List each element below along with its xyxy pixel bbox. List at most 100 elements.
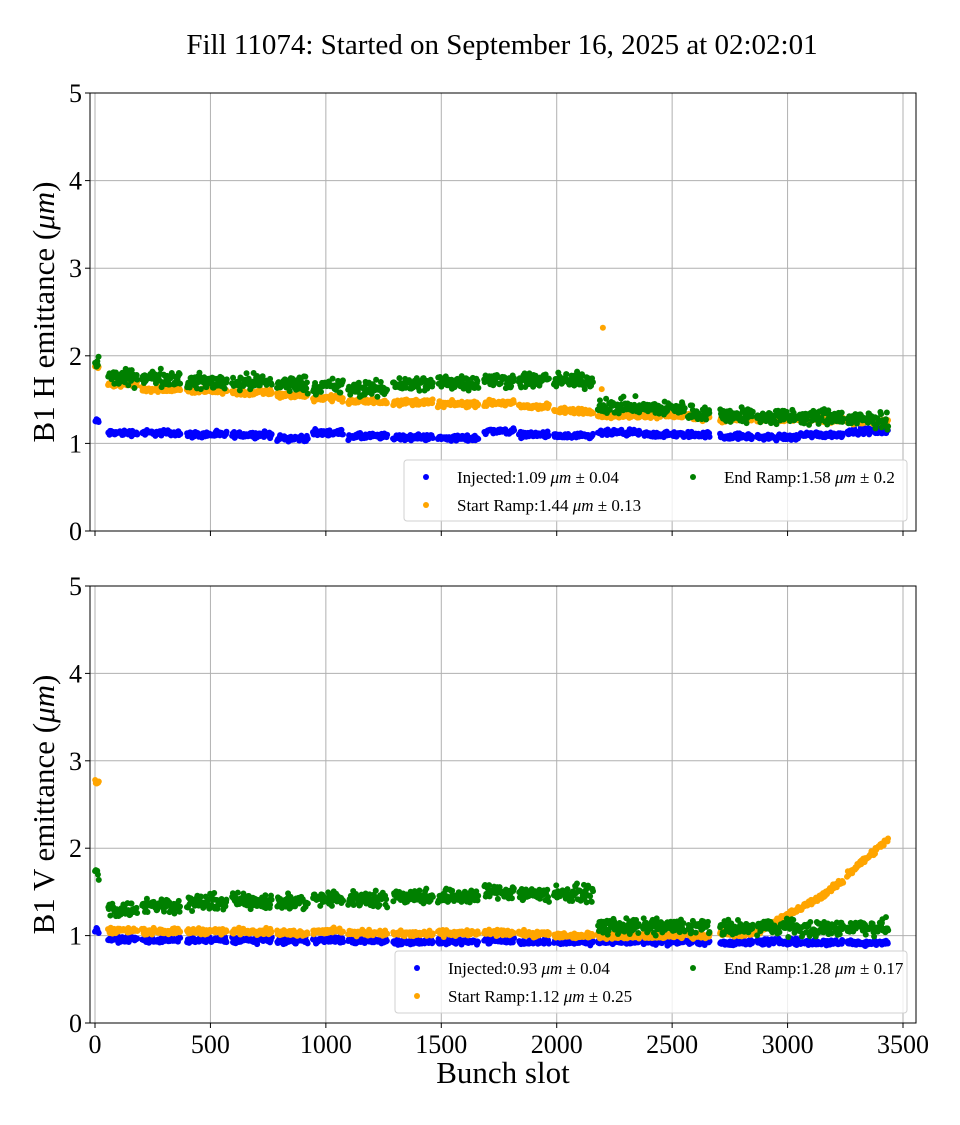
end-ramp-point	[416, 388, 422, 394]
end-ramp-point	[224, 376, 230, 382]
end-ramp-point	[244, 370, 250, 376]
scatter-points	[92, 777, 891, 949]
injected-point	[430, 939, 436, 945]
injected-point	[305, 436, 311, 442]
start-ramp-point	[384, 400, 390, 406]
end-ramp-point	[302, 374, 308, 380]
x-tick-label: 2500	[646, 1030, 698, 1059]
injected-point	[511, 427, 517, 433]
y-axis-label: B1 V emittance (μm)	[26, 675, 61, 935]
end-ramp-point	[475, 385, 481, 391]
end-ramp-point	[384, 387, 390, 393]
end-ramp-point	[839, 410, 845, 416]
x-tick-label: 1000	[300, 1030, 352, 1059]
legend-label: End Ramp:1.58 μm ± 0.2	[724, 468, 895, 487]
injected-point	[177, 935, 183, 941]
end-ramp-point	[750, 409, 756, 415]
y-tick-label: 1	[69, 922, 82, 951]
end-ramp-point	[305, 391, 311, 397]
injected-point	[707, 434, 713, 440]
legend-label: Injected:1.09 μm ± 0.04	[457, 468, 619, 487]
y-tick-label: 3	[69, 747, 82, 776]
injected-point	[223, 939, 229, 945]
end-ramp-point	[511, 375, 517, 381]
legend: Injected:1.09 μm ± 0.04 End Ramp:1.58 μm …	[404, 460, 907, 521]
injected-point	[340, 939, 346, 945]
end-ramp-point	[374, 394, 380, 400]
end-ramp-point	[430, 380, 436, 386]
x-tick-label: 3000	[762, 1030, 814, 1059]
injected-point	[340, 431, 346, 437]
end-ramp-point	[878, 411, 884, 417]
y-tick-label: 4	[69, 167, 82, 196]
y-tick-label: 4	[69, 659, 82, 688]
end-ramp-point	[177, 371, 183, 377]
start-ramp-point	[600, 325, 606, 331]
start-ramp-point	[546, 402, 552, 408]
chart-title: Fill 11074: Started on September 16, 202…	[186, 29, 817, 61]
y-tick-label: 2	[69, 834, 82, 863]
end-ramp-point	[706, 410, 712, 416]
end-ramp-point	[287, 388, 293, 394]
start-ramp-point	[177, 387, 183, 393]
end-ramp-point	[304, 379, 310, 385]
end-ramp-point	[222, 386, 228, 392]
injected-point	[475, 939, 481, 945]
end-ramp-point	[95, 362, 101, 368]
start-ramp-point	[384, 931, 390, 937]
injected-point	[384, 432, 390, 438]
injected-point	[177, 431, 183, 437]
end-ramp-point	[177, 381, 183, 387]
scatter-points	[92, 325, 891, 445]
end-ramp-point	[597, 397, 603, 403]
end-ramp-point	[330, 376, 336, 382]
start-ramp-point	[546, 930, 552, 936]
start-ramp-point	[268, 389, 274, 395]
injected-point	[305, 940, 311, 946]
end-ramp-point	[269, 382, 275, 388]
injected-point	[96, 930, 102, 936]
x-tick-label: 3500	[877, 1030, 929, 1059]
start-ramp-point	[599, 386, 605, 392]
end-ramp-point	[883, 416, 889, 422]
end-ramp-point	[474, 378, 480, 384]
start-ramp-point	[340, 395, 346, 401]
y-tick-label: 5	[69, 79, 82, 108]
end-ramp-point	[590, 379, 596, 385]
injected-point	[96, 419, 102, 425]
end-ramp-point	[318, 389, 324, 395]
injected-point	[430, 435, 436, 441]
y-tick-label: 1	[69, 429, 82, 458]
start-ramp-point	[340, 929, 346, 935]
legend-label: Start Ramp:1.44 μm ± 0.13	[457, 496, 641, 515]
x-tick-label: 500	[191, 1030, 230, 1059]
start-ramp-point	[177, 929, 183, 935]
y-tick-label: 0	[69, 1009, 82, 1038]
y-axis-label: B1 H emittance (μm)	[26, 182, 61, 443]
end-ramp-point	[885, 423, 891, 429]
injected-point	[475, 436, 481, 442]
injected-point	[885, 940, 891, 946]
start-ramp-point	[305, 931, 311, 937]
end-ramp-point	[546, 376, 552, 382]
start-ramp-point	[96, 779, 102, 785]
end-ramp-point	[564, 371, 570, 377]
end-ramp-point	[158, 366, 164, 372]
start-ramp-point	[224, 928, 230, 934]
end-ramp-point	[703, 417, 709, 423]
y-tick-label: 2	[69, 342, 82, 371]
y-tick-label: 5	[69, 572, 82, 601]
end-ramp-point	[632, 393, 638, 399]
start-ramp-point	[511, 399, 517, 405]
start-ramp-point	[475, 931, 481, 937]
end-ramp-point	[396, 375, 402, 381]
y-tick-label: 3	[69, 254, 82, 283]
legend-marker	[690, 474, 696, 480]
legend-marker	[423, 474, 429, 480]
end-ramp-point	[620, 394, 626, 400]
end-ramp-point	[337, 390, 343, 396]
injected-point	[546, 433, 552, 439]
